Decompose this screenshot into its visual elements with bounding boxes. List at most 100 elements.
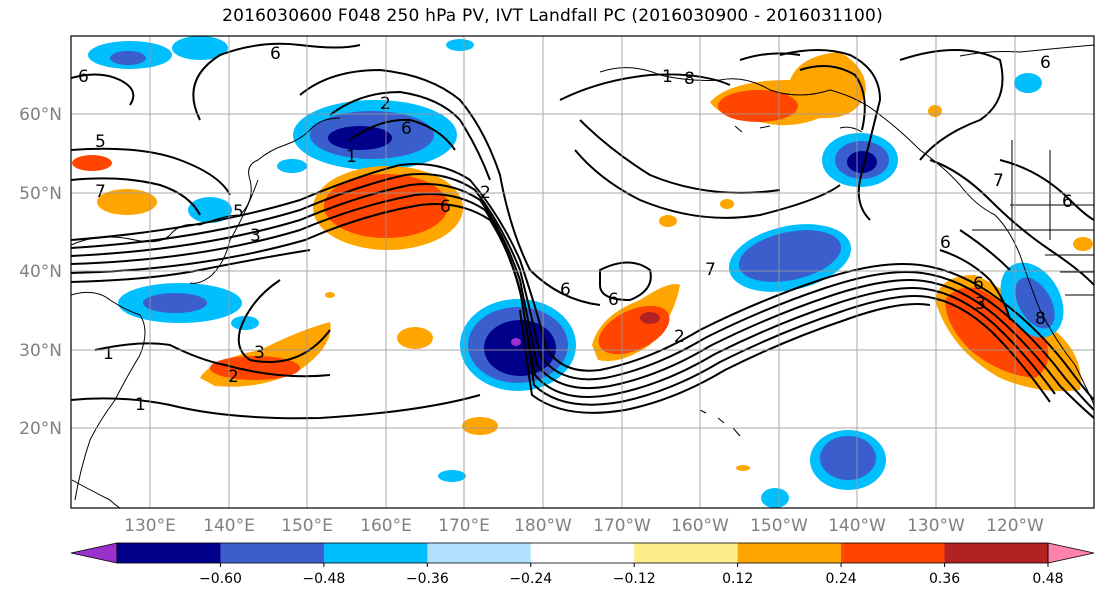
lon-label: 150°E [281, 516, 333, 536]
pos-anomaly [325, 292, 335, 298]
lon-label: 160°W [671, 516, 729, 536]
contour-label: 3 [250, 226, 261, 246]
pos-anomaly [97, 189, 157, 215]
pos-anomaly [720, 199, 734, 209]
lat-label: 30°N [19, 341, 62, 361]
lon-label: 170°W [593, 516, 651, 536]
pos-anomaly [397, 327, 433, 349]
contour-label: 6 [440, 197, 451, 217]
lon-label: 170°E [438, 516, 490, 536]
contour-label: 6 [1062, 192, 1073, 212]
neg-anomaly [761, 488, 789, 508]
colorbar-extend-low [70, 542, 118, 564]
pos-anomaly [640, 312, 660, 324]
colorbar-tick-label: 0.24 [826, 571, 857, 587]
contour-label: 7 [95, 182, 106, 202]
lon-label: 150°W [750, 516, 808, 536]
gridlines [71, 36, 1094, 508]
contour-labels: 6 5 7 2 6 3 5 2 6 6 7 2 1 3 2 1 1 7 8 6 … [78, 44, 1073, 415]
lon-label: 130°W [907, 516, 965, 536]
contour-label: 1 [103, 344, 114, 364]
colorbar-cell [634, 543, 739, 563]
lon-label: 130°E [124, 516, 176, 536]
contour-label: 2 [228, 367, 239, 387]
lon-label: 140°W [828, 516, 886, 536]
contour-label: 7 [705, 260, 716, 280]
contour-label: 6 [401, 119, 412, 139]
neg-anomaly [143, 293, 207, 313]
contour-label: 3 [975, 294, 986, 314]
lat-label: 60°N [19, 105, 62, 125]
contour-label: 5 [95, 132, 106, 152]
colorbar-cell [220, 543, 325, 563]
neg-anomaly [328, 126, 392, 150]
neg-anomaly [188, 197, 232, 223]
contour-label: 8 [1035, 309, 1046, 329]
colorbar-tick-label: 0.12 [722, 571, 753, 587]
latitude-labels: 60°N 50°N 40°N 30°N 20°N [19, 105, 62, 439]
pos-anomaly [72, 155, 112, 171]
colorbar-cell [944, 543, 1049, 563]
colorbar-tick-label: −0.12 [613, 571, 656, 587]
contour-label: 1 [135, 395, 146, 415]
pv-contours [71, 42, 1094, 420]
contour-label: 1 [346, 147, 357, 167]
lon-label: 160°E [360, 516, 412, 536]
neg-anomaly [446, 39, 474, 51]
contour-label: 7 [993, 171, 1004, 191]
neg-anomaly [1014, 73, 1042, 93]
contour-label: 3 [254, 343, 265, 363]
lon-label: 120°W [986, 516, 1044, 536]
colorbar-outline [116, 542, 1049, 564]
lon-label: 180°W [514, 516, 572, 536]
pos-anomaly [659, 215, 677, 227]
colorbar-cell [427, 543, 532, 563]
pos-anomaly [928, 105, 942, 117]
neg-anomaly [231, 316, 259, 330]
map-title: 2016030600 F048 250 hPa PV, IVT Landfall… [222, 6, 883, 26]
colorbar-extend-high [1047, 542, 1095, 564]
contour-label: 5 [233, 202, 244, 222]
colorbar-tick-label: −0.60 [199, 571, 242, 587]
lat-label: 50°N [19, 184, 62, 204]
neg-anomaly [1015, 277, 1055, 329]
contour-label: 6 [940, 233, 951, 253]
neg-anomaly [847, 151, 877, 173]
colorbar-tick-label: −0.24 [509, 571, 552, 587]
neg-anomaly [820, 436, 876, 480]
contour-label: 6 [1040, 53, 1051, 73]
colorbar-cell [323, 543, 428, 563]
map-frame [70, 35, 1095, 509]
neg-anomaly [511, 338, 521, 346]
contour-label: 6 [973, 274, 984, 294]
colorbar-cell [530, 543, 635, 563]
contour-label: 2 [380, 94, 391, 114]
map-panel [71, 36, 1094, 508]
colorbar-tick-label: 0.48 [1032, 571, 1063, 587]
contour-label: 1 [662, 67, 673, 87]
contour-label: 6 [560, 280, 571, 300]
neg-anomaly [738, 230, 842, 282]
colorbar-tick-label: −0.36 [406, 571, 449, 587]
colorbar: −0.60 −0.48 −0.36 −0.24 −0.12 0.12 0.24 0.36 0.4… [70, 542, 1095, 587]
contour-label: 8 [684, 69, 695, 89]
lon-label: 140°E [203, 516, 255, 536]
longitude-labels: 130°E 140°E 150°E 160°E 170°E 180°W 170°… [124, 516, 1044, 536]
contour-label: 6 [78, 67, 89, 87]
coastlines [71, 44, 1094, 508]
neg-anomaly [277, 159, 307, 173]
pos-anomaly [1073, 237, 1093, 251]
neg-anomaly [438, 470, 466, 482]
neg-anomaly [110, 51, 146, 65]
pos-anomaly [718, 90, 798, 122]
pos-anomaly [945, 287, 1049, 378]
colorbar-cell [737, 543, 842, 563]
pos-anomaly [736, 465, 750, 471]
lat-label: 40°N [19, 262, 62, 282]
colorbar-cell [117, 543, 221, 563]
contour-label: 2 [674, 327, 685, 347]
contour-label: 6 [608, 290, 619, 310]
neg-anomaly [172, 36, 228, 60]
pos-anomaly [462, 417, 498, 435]
